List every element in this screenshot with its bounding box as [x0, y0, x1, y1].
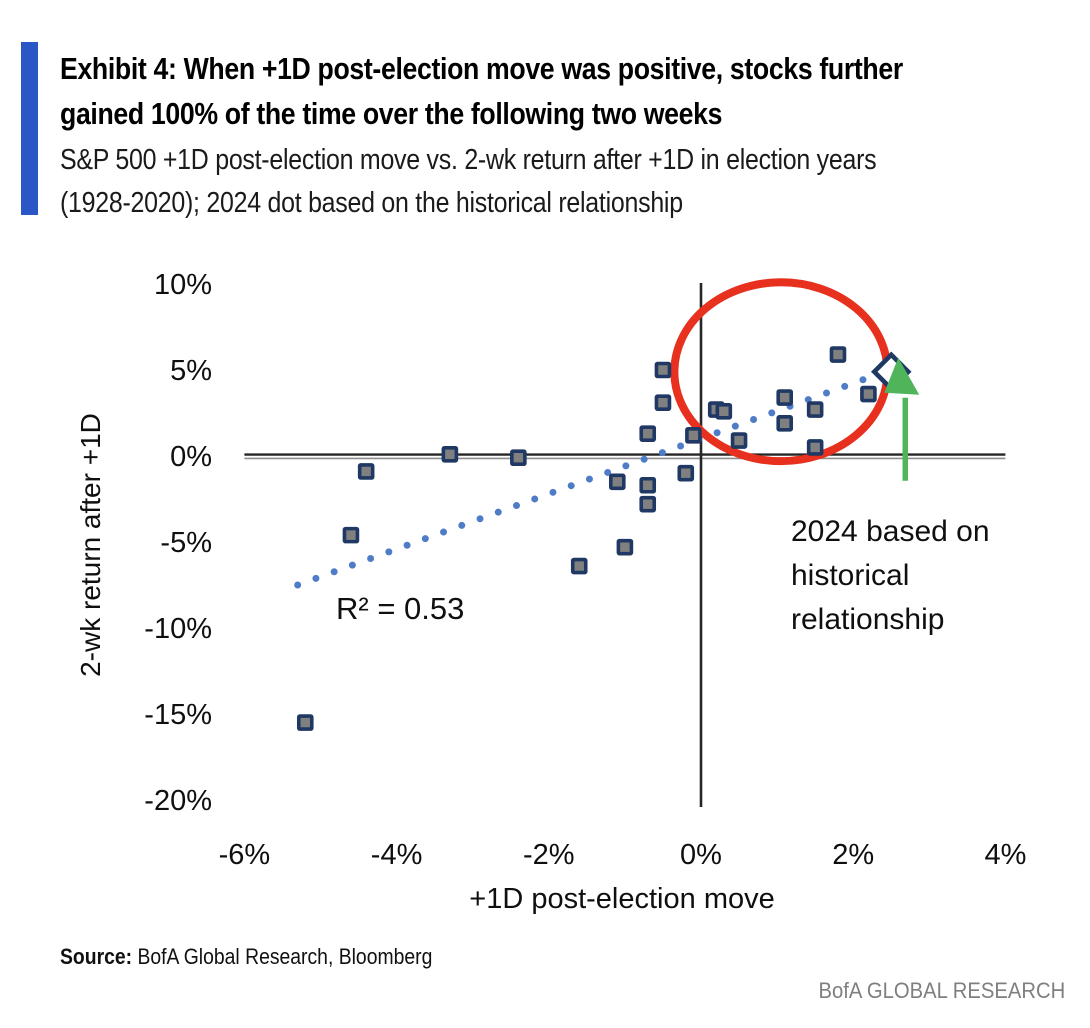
y-tick-label: 0% [170, 441, 212, 473]
x-axis-title: +1D post-election move [469, 883, 774, 915]
scatter-point [608, 473, 626, 491]
scatter-point [296, 714, 314, 731]
x-tick-label: 4% [984, 839, 1026, 871]
scatter-point [510, 449, 527, 467]
y-tick-label: 10% [154, 269, 212, 301]
brand-text: BofA GLOBAL RESEARCH [818, 978, 1065, 1003]
y-tick-label: -20% [144, 785, 212, 817]
source-label: Source: [60, 944, 133, 969]
accent-bar [21, 42, 38, 215]
source-text: BofA Global Research, Bloomberg [132, 944, 433, 969]
x-tick-label: 0% [680, 839, 722, 871]
scatter-point [342, 526, 360, 544]
scatter-point [357, 463, 375, 480]
trend-line [294, 368, 889, 589]
y-axis-title: 2-wk return after +1D [75, 413, 106, 677]
scatter-point [677, 464, 695, 482]
scatter-point [806, 401, 824, 418]
source-line: Source: BofA Global Research, Bloomberg [60, 944, 432, 970]
exhibit-subtitle-line-2: (1928-2020); 2024 dot based on the histo… [60, 187, 683, 219]
exhibit-title-line-1: Exhibit 4: When +1D post-election move w… [60, 51, 903, 86]
y-tick-label: -5% [160, 527, 212, 559]
scatter-point [806, 439, 824, 456]
exhibit-subtitle: S&P 500 +1D post-election move vs. 2-wk … [60, 139, 903, 225]
x-tick-label: -4% [371, 839, 423, 871]
scatter-point [639, 495, 657, 513]
callout-arrow-head [884, 357, 920, 395]
scatter-point [685, 427, 702, 444]
callout-text-line: 2024 based on [791, 515, 990, 548]
scatter-point [616, 538, 634, 556]
callout-text-line: relationship [791, 603, 944, 636]
x-tick-label: -2% [523, 839, 575, 871]
scatter-point [776, 389, 794, 406]
scatter-point [654, 361, 672, 379]
scatter-point [570, 557, 588, 575]
y-tick-label: 5% [170, 355, 212, 387]
exhibit-header: Exhibit 4: When +1D post-election move w… [60, 46, 903, 225]
scatter-point [776, 415, 794, 432]
r-squared-label: R² = 0.53 [336, 591, 464, 626]
exhibit-title-line-2: gained 100% of the time over the followi… [60, 96, 723, 131]
x-tick-label: 2% [832, 839, 874, 871]
scatter-point [639, 425, 657, 442]
y-tick-label: -15% [144, 699, 212, 731]
scatter-point [860, 385, 877, 403]
highlight-ellipse [670, 278, 892, 466]
exhibit-subtitle-line-1: S&P 500 +1D post-election move vs. 2-wk … [60, 144, 877, 176]
exhibit-title: Exhibit 4: When +1D post-election move w… [60, 46, 903, 136]
scatter-point [654, 394, 672, 411]
scatter-point [441, 445, 459, 463]
x-tick-label: -6% [219, 839, 271, 871]
scatter-point [829, 346, 847, 363]
scatter-point [639, 476, 657, 494]
y-tick-label: -10% [144, 613, 212, 645]
callout-text-line: historical [791, 559, 909, 592]
scatter-point [715, 402, 733, 420]
scatter-point [730, 432, 748, 449]
